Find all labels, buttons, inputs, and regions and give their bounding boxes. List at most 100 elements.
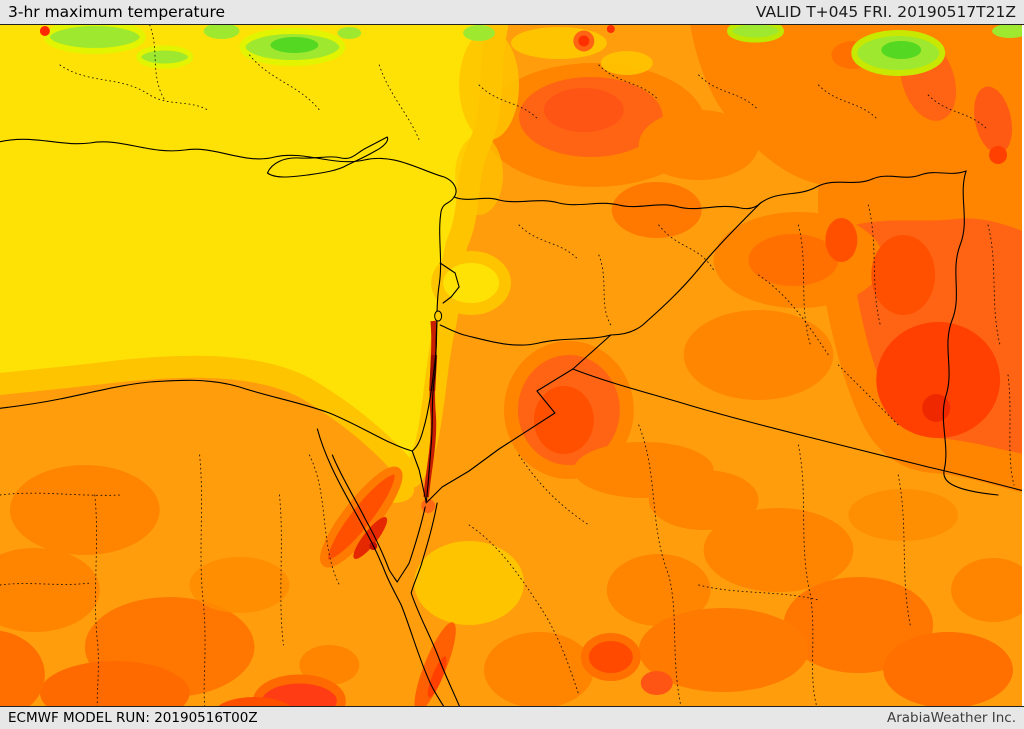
temp-blob: [600, 51, 653, 75]
green-patch: [992, 25, 1022, 38]
temp-blob: [9, 465, 160, 555]
hot-region: [871, 235, 936, 315]
admin-line: [468, 524, 580, 696]
admin-line: [0, 582, 91, 586]
hot-spot: [606, 25, 615, 33]
temp-blob: [0, 630, 45, 706]
admin-line: [59, 64, 211, 112]
iran-iraq-border: [942, 170, 999, 496]
admin-line: [797, 444, 817, 706]
brand-label: ArabiaWeather Inc.: [886, 710, 1016, 726]
admin-line: [817, 84, 879, 121]
sinai-coast: [331, 454, 426, 583]
green-cool-patches: [43, 25, 1022, 76]
admin-boundaries-dotted: [0, 25, 1015, 706]
egypt-deep-patches: [0, 465, 360, 706]
temp-blob: [606, 554, 711, 626]
green-patch: [463, 25, 496, 41]
mediterranean-coastline: [0, 138, 457, 452]
hot-spot: [39, 26, 50, 36]
temp-blob: [951, 558, 1022, 622]
green-core: [270, 37, 319, 53]
temp-blob: [683, 310, 834, 400]
green-patch: [203, 25, 240, 39]
temp-blob: [455, 135, 504, 215]
jordan-saudi-border: [426, 368, 574, 503]
hot-spot: [825, 218, 858, 262]
temp-blob: [703, 508, 854, 592]
temp-blob: [748, 234, 839, 286]
admin-line: [598, 64, 660, 101]
admin-line: [478, 84, 540, 121]
temp-blob: [299, 645, 360, 685]
admin-line: [987, 224, 1001, 346]
temp-blob: [543, 88, 624, 132]
admin-line: [897, 474, 911, 626]
admin-line: [308, 454, 340, 586]
model-run-label: ECMWF MODEL RUN: 20190516T00Z: [8, 710, 258, 726]
hot-core: [533, 386, 594, 454]
temp-blob: [611, 182, 702, 238]
hot-spot: [580, 633, 641, 681]
jordan-rift-line: [425, 319, 438, 504]
hot-core: [353, 517, 388, 559]
temp-blob: [648, 470, 759, 530]
hot-spot: [218, 697, 291, 706]
admin-line: [518, 224, 580, 261]
admin-line: [758, 274, 829, 356]
temp-blob: [189, 557, 290, 613]
admin-line: [378, 64, 420, 141]
saudi-deep-patches: [484, 442, 1022, 706]
admin-line: [797, 224, 811, 346]
temp-blob: [484, 632, 594, 706]
green-patch: [727, 25, 784, 43]
admin-line: [279, 494, 284, 646]
admin-line: [638, 424, 682, 706]
admin-line: [698, 584, 819, 601]
admin-line: [867, 204, 881, 326]
temp-blob: [0, 548, 100, 632]
temperature-map-svg: [0, 25, 1022, 706]
admin-line: [249, 54, 320, 111]
temp-blob: [39, 661, 190, 706]
jordan-east-hot-blob: [504, 341, 634, 479]
coast-and-borders: [0, 136, 1022, 706]
jordan-iraq-border: [572, 334, 612, 370]
admin-line: [698, 74, 759, 111]
israel-egypt-border: [411, 450, 427, 503]
header-bar: 3-hr maximum temperature VALID T+045 FRI…: [0, 0, 1024, 24]
admin-line: [1007, 374, 1015, 486]
cyprus-outline: [266, 136, 389, 178]
admin-line: [518, 454, 590, 526]
hot-spot: [989, 146, 1008, 164]
turkey-iraq-border: [759, 170, 967, 204]
admin-line: [658, 224, 715, 271]
map-title: 3-hr maximum temperature: [8, 3, 226, 21]
temperature-map: [0, 24, 1024, 707]
footer-bar: ECMWF MODEL RUN: 20190516T00Z ArabiaWeat…: [0, 707, 1024, 729]
admin-line: [927, 94, 989, 131]
hot-region: [876, 322, 1001, 438]
green-core: [881, 41, 922, 59]
green-patch: [136, 45, 194, 69]
gulf-of-suez-west-coast: [316, 428, 445, 706]
gulf-of-aqaba-east-coast: [410, 502, 460, 706]
admin-line: [0, 492, 121, 496]
temp-blob: [974, 86, 1012, 154]
hot-spot: [640, 671, 673, 695]
syria-jordan-border: [439, 324, 612, 346]
temp-blob: [883, 632, 1013, 706]
temp-blob: [459, 30, 519, 140]
sea-of-galilee: [434, 310, 443, 322]
temp-blob: [638, 608, 809, 692]
hot-spot: [573, 30, 595, 52]
top-edge-hot-dots: [39, 25, 615, 52]
hot-cores-east: [825, 218, 1001, 438]
green-patch: [43, 25, 146, 54]
lebanon-border: [439, 262, 460, 304]
red-sea-hot-strips: [320, 466, 456, 706]
syria-iraq-border: [610, 202, 762, 336]
hot-core: [922, 394, 951, 422]
hot-region: [414, 622, 456, 706]
green-patch: [337, 27, 362, 39]
